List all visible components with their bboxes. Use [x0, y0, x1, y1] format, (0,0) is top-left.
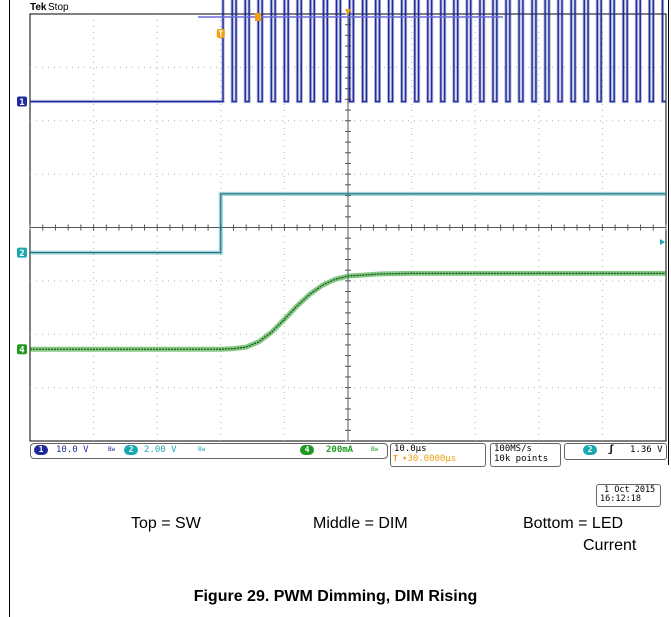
page-right-rule — [668, 0, 669, 465]
caption-middle-trace: Middle = DIM — [313, 515, 408, 532]
ch4-trace — [30, 272, 666, 350]
horizontal-position-marker — [345, 9, 351, 15]
caption-bottom-trace: Bottom = LED — [523, 515, 624, 532]
ch1-ground-marker-label: 1 — [19, 98, 24, 108]
trigger-slope-icon: ʃ — [608, 444, 615, 455]
trigger-position-marker — [216, 29, 225, 38]
sample-rate: 100MS/s — [494, 444, 532, 454]
ch1-ground-marker — [17, 96, 27, 107]
acquisition-status: Stop — [48, 2, 69, 13]
acquisition-panel[interactable] — [490, 443, 561, 467]
trigger-level-marker — [660, 239, 665, 245]
ch4-scale: 200mA — [326, 445, 354, 455]
trigger-delay-value: ▾30.0000µs — [402, 454, 457, 464]
ch1-scale: 10.0 V — [56, 445, 89, 455]
trigger-delay-icon: T — [393, 454, 398, 463]
timestamp-box — [596, 484, 661, 507]
timestamp-date: 1 Oct 2015 — [604, 485, 656, 495]
ch1-trace — [30, 0, 666, 103]
page-left-rule — [9, 0, 10, 617]
timestamp-time: 16:12:18 — [600, 494, 641, 504]
scope-status-bar: 1 10.0 V Bw 2 2.00 V Bw 4 200mA Bw 10.0µ… — [30, 443, 667, 467]
timebase-value: 10.0µs — [394, 444, 427, 454]
caption-top-trace: Top = SW — [131, 515, 201, 532]
ch1-badge[interactable]: 1 — [34, 445, 48, 455]
ch2-trace — [30, 193, 666, 254]
caption-bottom-trace-line2: Current — [583, 537, 637, 554]
brand-logo: Tek — [30, 2, 47, 13]
trigger-level: 1.36 V — [630, 445, 663, 455]
ch4-ground-marker-label: 4 — [19, 346, 25, 356]
ch2-ground-marker — [17, 247, 27, 258]
ch2-badge[interactable]: 2 — [124, 445, 138, 455]
ch2-bandwidth-icon: Bw — [198, 446, 206, 453]
trigger-position-marker-label: T — [218, 30, 223, 39]
graticule — [29, 13, 667, 442]
ch4-badge[interactable]: 4 — [300, 445, 314, 455]
ch4-bandwidth-icon: Bw — [371, 446, 379, 453]
ch2-scale: 2.00 V — [144, 445, 177, 455]
ch1-bandwidth-icon: Bw — [108, 446, 116, 453]
horizontal-settings-panel[interactable] — [390, 443, 486, 467]
record-length: 10k points — [494, 454, 549, 464]
waveform-traces — [30, 0, 666, 352]
trigger-source-badge: 2 — [583, 445, 597, 455]
record-position-marker — [255, 13, 261, 21]
vertical-settings-panel — [30, 443, 388, 459]
ch2-ground-marker-label: 2 — [19, 249, 24, 259]
figure-title: Figure 29. PWM Dimming, DIM Rising — [193, 588, 478, 605]
ch4-ground-marker — [17, 344, 27, 355]
channel-markers: T 1 2 4 — [17, 9, 665, 356]
